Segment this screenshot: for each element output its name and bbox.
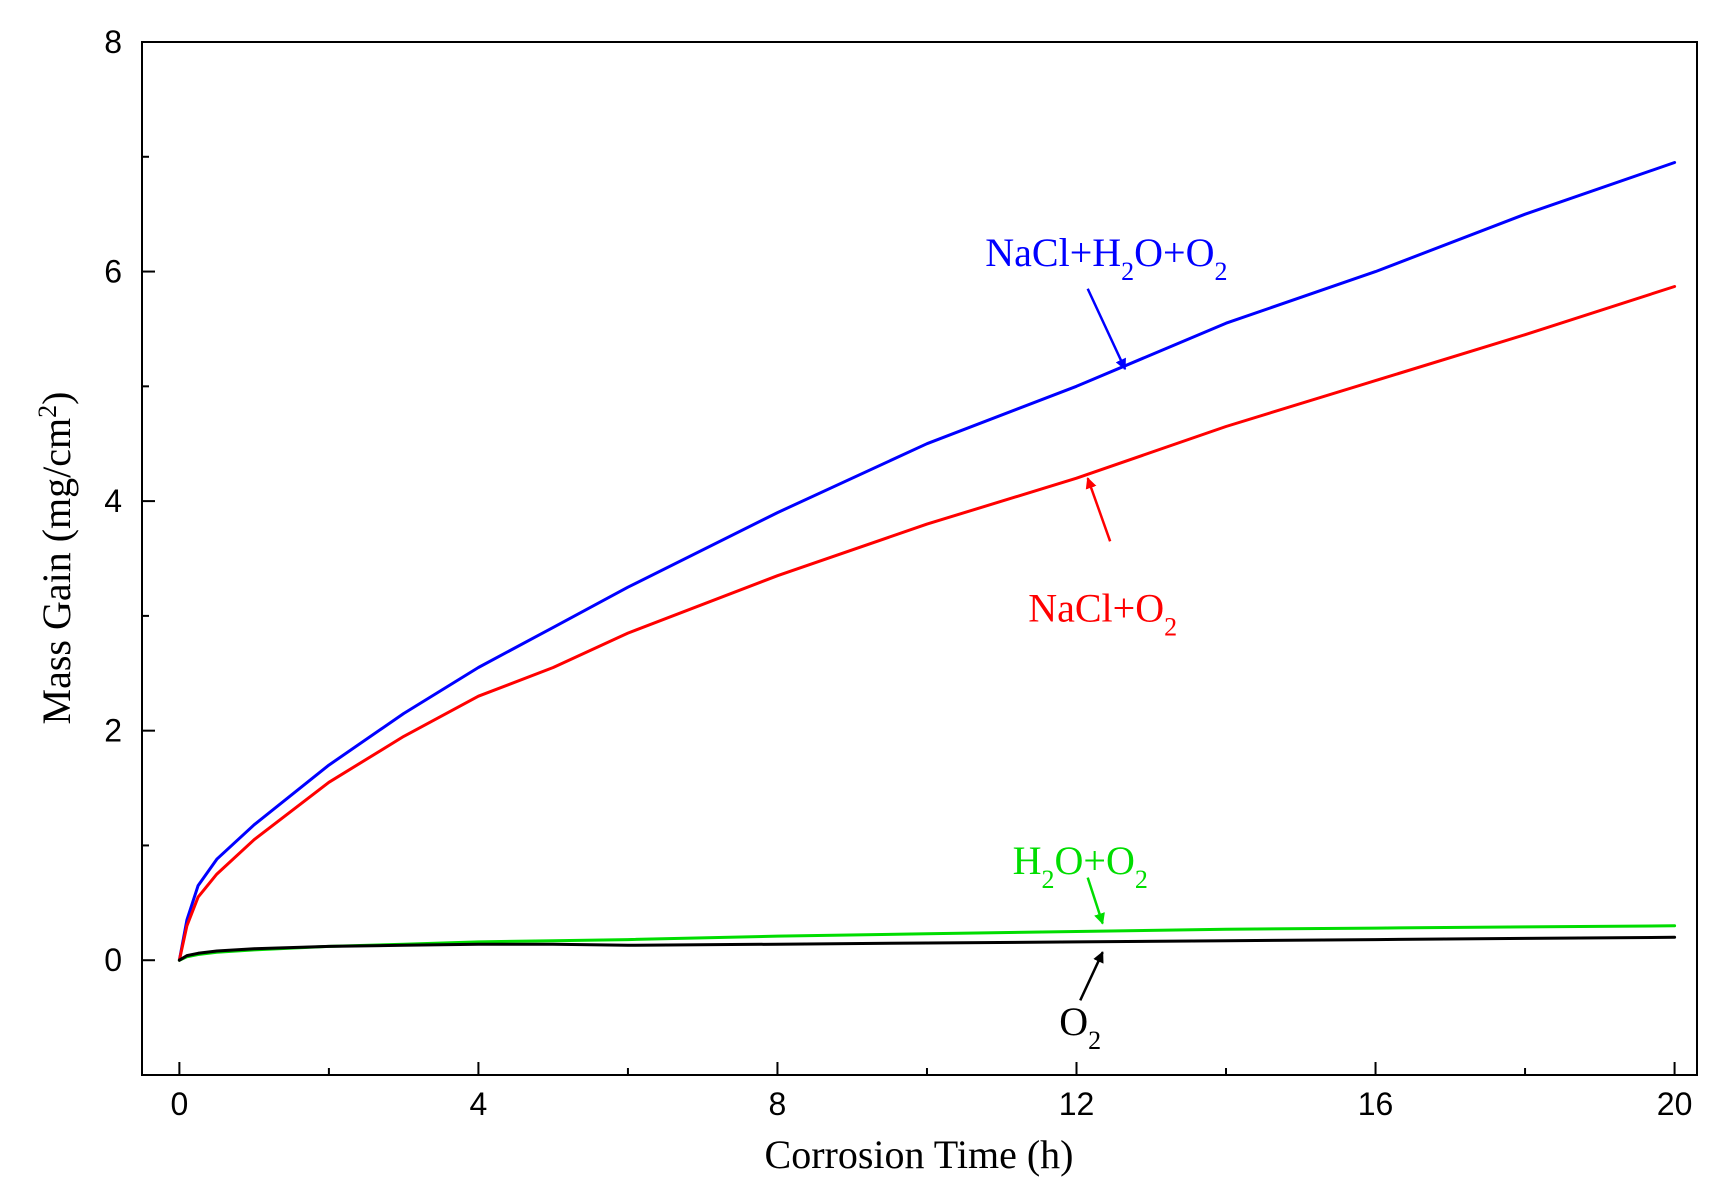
y-axis-title: Mass Gain (mg/cm2) [33,392,79,725]
series-line-nacl-h2o-o2 [177,161,1677,962]
series-line-nacl-o2 [177,285,1677,962]
plot-frame [141,41,1698,1076]
y-tick-label: 8 [104,24,122,60]
series-arrow-nacl-o2 [1085,477,1112,542]
x-tick-label: 4 [470,1086,488,1122]
annotation-group: NaCl+H2O+O2 NaCl+O2 H2O+O2 O2 [985,230,1227,1055]
axis-ticks [142,41,1676,1076]
series-label-nacl-h2o-o2: NaCl+H2O+O2 [985,230,1227,286]
x-tick-label: 0 [170,1086,188,1122]
y-tick-label: 4 [104,483,122,519]
y-tick-label: 6 [104,254,122,290]
x-tick-label: 16 [1358,1086,1394,1122]
y-tick-label: 2 [104,713,122,749]
x-tick-label: 20 [1657,1086,1693,1122]
series-label-o2: O2 [1059,999,1101,1055]
tick-labels: 0 4 8 12 16 20 0 2 4 6 8 [104,24,1692,1122]
y-axis-title-sup: 2 [33,405,62,418]
series-arrow-h2o-o2 [1086,877,1105,925]
series-label-nacl-o2: NaCl+O2 [1028,586,1177,642]
series-arrow-nacl-h2o-o2 [1086,288,1127,371]
series-group [177,161,1677,962]
series-line-o2 [177,935,1677,962]
y-axis-title-end: ) [34,392,79,405]
x-tick-label: 12 [1059,1086,1095,1122]
x-axis-title: Corrosion Time (h) [765,1132,1074,1177]
series-arrow-o2 [1079,951,1104,1001]
y-axis-title-main: Mass Gain (mg/cm [34,418,79,725]
x-tick-label: 8 [769,1086,787,1122]
series-label-h2o-o2: H2O+O2 [1013,838,1148,894]
y-tick-label: 0 [104,942,122,978]
